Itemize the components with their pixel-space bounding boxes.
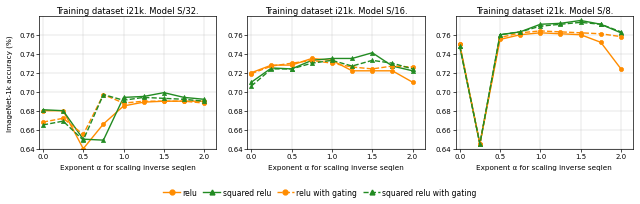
- Legend: relu, squared relu, relu with gating, squared relu with gating: relu, squared relu, relu with gating, sq…: [161, 185, 479, 200]
- Title: Training dataset i21k. Model S/8.: Training dataset i21k. Model S/8.: [476, 7, 613, 16]
- X-axis label: Exponent α for scaling inverse seqlen: Exponent α for scaling inverse seqlen: [268, 165, 404, 171]
- X-axis label: Exponent α for scaling inverse seqlen: Exponent α for scaling inverse seqlen: [477, 165, 612, 171]
- X-axis label: Exponent α for scaling inverse seqlen: Exponent α for scaling inverse seqlen: [60, 165, 195, 171]
- Title: Training dataset i21k. Model S/32.: Training dataset i21k. Model S/32.: [56, 7, 199, 16]
- Y-axis label: ImageNet-1k accuracy (%): ImageNet-1k accuracy (%): [7, 35, 13, 131]
- Title: Training dataset i21k. Model S/16.: Training dataset i21k. Model S/16.: [265, 7, 407, 16]
